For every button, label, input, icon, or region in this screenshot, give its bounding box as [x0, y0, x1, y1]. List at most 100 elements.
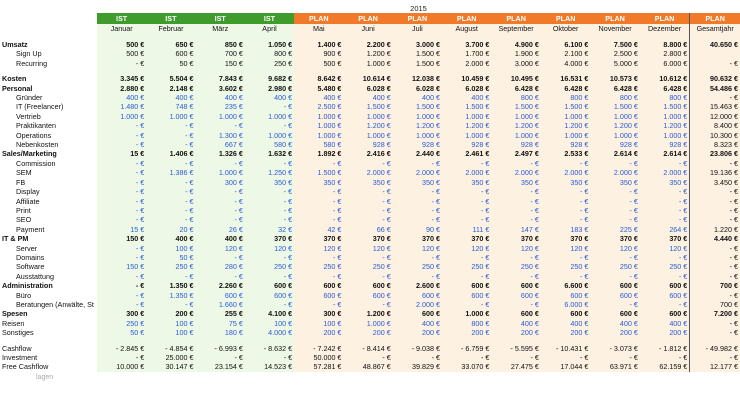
value-cell[interactable]: - €	[244, 215, 295, 225]
row-label[interactable]: Vertrieb	[16, 111, 41, 121]
value-cell[interactable]: - €	[540, 215, 591, 225]
value-cell[interactable]: - €	[442, 158, 492, 169]
empty-cell[interactable]	[146, 34, 196, 40]
value-cell[interactable]: 23.154 €	[195, 362, 245, 372]
value-cell[interactable]: 700 €	[195, 49, 245, 59]
value-cell[interactable]: - €	[392, 353, 443, 363]
row-label[interactable]: Commission	[16, 158, 56, 168]
row-label[interactable]: Beratungen (Anwälte, St	[16, 299, 94, 309]
value-cell[interactable]: 600 €	[343, 290, 393, 300]
value-cell[interactable]: - €	[442, 271, 492, 282]
value-cell[interactable]: 600 €	[540, 309, 591, 319]
value-cell[interactable]: 250 €	[442, 262, 492, 272]
value-cell[interactable]: 2.000 €	[343, 168, 393, 178]
value-cell[interactable]: 1.350 €	[146, 281, 196, 291]
value-cell[interactable]: 400 €	[590, 318, 640, 329]
value-cell[interactable]: 1.326 €	[195, 149, 245, 159]
value-cell[interactable]: 1.300 €	[195, 130, 245, 141]
value-cell[interactable]: 120 €	[244, 243, 295, 253]
value-cell[interactable]: 700 €	[689, 281, 740, 291]
value-cell[interactable]: - €	[639, 196, 690, 206]
value-cell[interactable]: - €	[343, 196, 393, 206]
value-cell[interactable]: - €	[96, 130, 147, 141]
row-label[interactable]: Sales/Marketing	[2, 149, 57, 159]
value-cell[interactable]: 1.632 €	[244, 149, 295, 159]
value-cell[interactable]: - €	[639, 205, 690, 216]
value-cell[interactable]: 667 €	[195, 140, 245, 150]
empty-cell[interactable]	[244, 34, 295, 40]
value-cell[interactable]: 120 €	[343, 243, 393, 253]
value-cell[interactable]: 400 €	[343, 93, 393, 103]
value-cell[interactable]: 200 €	[491, 328, 541, 338]
value-cell[interactable]: - €	[244, 353, 295, 363]
value-cell[interactable]: 235 €	[195, 102, 245, 112]
value-cell[interactable]: 3.602 €	[195, 83, 245, 94]
value-cell[interactable]: - €	[491, 252, 541, 263]
value-cell[interactable]: 1.000 €	[294, 111, 344, 122]
value-cell[interactable]: - €	[442, 187, 492, 197]
value-cell[interactable]: - €	[343, 271, 393, 282]
value-cell[interactable]: 800 €	[540, 93, 591, 103]
value-cell[interactable]: 600 €	[590, 290, 640, 300]
empty-cell[interactable]	[392, 337, 443, 344]
value-cell[interactable]: 50 €	[96, 328, 147, 338]
value-cell[interactable]: - €	[244, 271, 295, 282]
empty-cell[interactable]	[244, 337, 295, 344]
value-cell[interactable]: 15.463 €	[689, 102, 740, 112]
column-type-header[interactable]: IST	[244, 13, 295, 24]
value-cell[interactable]: - €	[96, 281, 147, 291]
value-cell[interactable]: 6.428 €	[639, 83, 690, 94]
value-cell[interactable]: - €	[689, 271, 740, 282]
value-cell[interactable]: 120 €	[491, 243, 541, 253]
value-cell[interactable]: 250 €	[294, 262, 344, 272]
value-cell[interactable]: 2.614 €	[590, 149, 640, 159]
value-cell[interactable]: 7.500 €	[590, 40, 640, 50]
value-cell[interactable]: 10.459 €	[442, 74, 492, 84]
value-cell[interactable]: 1.200 €	[491, 121, 541, 131]
row-label[interactable]: Domains	[16, 252, 45, 262]
empty-cell[interactable]	[442, 68, 492, 75]
value-cell[interactable]: 650 €	[146, 40, 196, 50]
value-cell[interactable]: - 6.993 €	[195, 343, 245, 353]
value-cell[interactable]: - €	[195, 196, 245, 206]
value-cell[interactable]: 90.632 €	[689, 74, 740, 84]
value-cell[interactable]: - €	[442, 215, 492, 225]
value-cell[interactable]: - 5.595 €	[491, 343, 541, 353]
value-cell[interactable]: 27.475 €	[491, 362, 541, 372]
value-cell[interactable]: 600 €	[491, 281, 541, 291]
value-cell[interactable]: 250 €	[392, 262, 443, 272]
value-cell[interactable]: 10.612 €	[639, 74, 690, 84]
value-cell[interactable]: - €	[639, 215, 690, 225]
value-cell[interactable]: 370 €	[294, 234, 344, 244]
empty-cell[interactable]	[195, 337, 245, 344]
value-cell[interactable]: 19.136 €	[689, 168, 740, 178]
value-cell[interactable]: 1.000 €	[540, 111, 591, 122]
value-cell[interactable]: 1.000 €	[195, 168, 245, 178]
value-cell[interactable]: - €	[146, 196, 196, 206]
column-month-header[interactable]: Oktober	[540, 24, 591, 34]
row-label[interactable]: Gründer	[16, 93, 43, 103]
value-cell[interactable]: - €	[244, 158, 295, 169]
value-cell[interactable]: 1.892 €	[294, 149, 344, 159]
value-cell[interactable]: - €	[491, 196, 541, 206]
value-cell[interactable]: 120 €	[540, 243, 591, 253]
value-cell[interactable]: 1.050 €	[244, 40, 295, 50]
column-type-header[interactable]: PLAN	[540, 13, 591, 24]
value-cell[interactable]: - €	[639, 158, 690, 169]
row-label[interactable]: Print	[16, 205, 31, 215]
value-cell[interactable]: 1.000 €	[491, 111, 541, 122]
value-cell[interactable]: 400 €	[491, 318, 541, 329]
empty-cell[interactable]	[343, 68, 393, 75]
column-month-header[interactable]: Mai	[294, 24, 344, 34]
value-cell[interactable]: - €	[590, 353, 640, 363]
value-cell[interactable]: - €	[244, 205, 295, 216]
value-cell[interactable]: 580 €	[294, 140, 344, 150]
value-cell[interactable]: 280 €	[195, 262, 245, 272]
value-cell[interactable]: 700 €	[689, 299, 740, 310]
value-cell[interactable]: 500 €	[96, 40, 147, 50]
value-cell[interactable]: - €	[96, 243, 147, 253]
value-cell[interactable]: 2.497 €	[491, 149, 541, 159]
value-cell[interactable]: - €	[590, 252, 640, 263]
value-cell[interactable]: 400 €	[195, 234, 245, 244]
value-cell[interactable]: 400 €	[540, 318, 591, 329]
